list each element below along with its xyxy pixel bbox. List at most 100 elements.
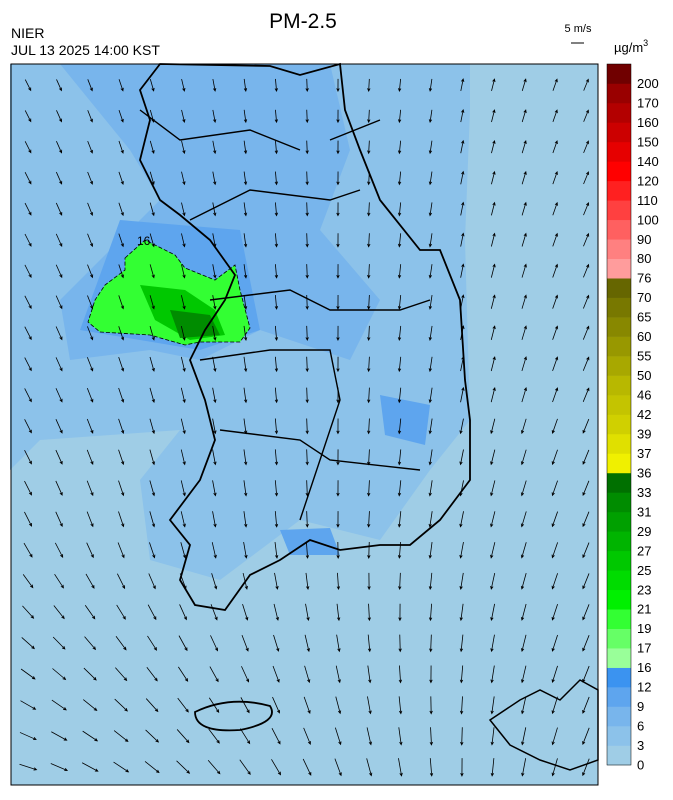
wind-arrow [460, 294, 465, 309]
wind-arrow [273, 603, 279, 621]
wind-arrow [180, 418, 186, 435]
wind-arrow [552, 325, 559, 340]
wind-arrow [460, 355, 465, 372]
wind-arrow [118, 357, 125, 372]
wind-arrow [274, 325, 279, 342]
map-frame [10, 63, 599, 786]
colorbar-segment [607, 628, 631, 649]
wind-arrow [181, 109, 186, 123]
wind-arrow [428, 109, 433, 124]
wind-arrow [180, 356, 186, 372]
colorbar-segment [607, 589, 631, 610]
wind-arrow [274, 295, 279, 310]
wind-arrow [241, 666, 250, 683]
colorbar-label: 0 [637, 758, 644, 773]
colorbar-segment [607, 375, 631, 396]
wind-arrow [459, 665, 464, 684]
wind-arrow [397, 171, 402, 186]
wind-arrow [336, 572, 341, 591]
wind-arrow [24, 419, 32, 434]
wind-arrow [490, 418, 496, 435]
wind-arrow [491, 139, 496, 154]
wind-arrow [551, 727, 558, 746]
wind-arrow [149, 109, 155, 123]
wind-arrow [176, 729, 190, 744]
wind-arrow [460, 758, 464, 777]
wind-arrow [212, 387, 217, 404]
wind-scale-label: 5 m/s [565, 23, 592, 35]
wind-arrow [367, 449, 371, 466]
wind-arrow [24, 388, 32, 403]
wind-arrow [118, 480, 125, 497]
wind-arrow [398, 696, 403, 715]
wind-arrow [397, 140, 402, 155]
wind-arrow [239, 759, 251, 775]
wind-arrow [367, 325, 371, 342]
wind-arrow [274, 511, 279, 528]
wind-arrow [304, 634, 310, 653]
wind-arrow [428, 572, 433, 591]
wind-arrow [582, 356, 590, 371]
wind-arrow [55, 449, 63, 465]
wind-arrow [212, 202, 217, 217]
wind-arrow [147, 635, 158, 651]
wind-arrow [397, 202, 402, 217]
wind-arrow [582, 387, 590, 402]
wind-arrow [552, 140, 558, 154]
wind-arrow [87, 110, 93, 123]
colorbar-label: 36 [637, 465, 651, 480]
wind-arrow [582, 542, 590, 559]
colorbar-label: 31 [637, 504, 651, 519]
wind-arrow [305, 603, 310, 622]
wind-arrow [334, 758, 342, 777]
colorbar-label: 6 [637, 719, 644, 734]
wind-arrow [243, 449, 248, 466]
wind-arrow [274, 541, 279, 559]
wind-arrow [460, 386, 465, 403]
wind-arrow [24, 172, 32, 185]
colorbar-segment [607, 141, 631, 162]
wind-arrow [243, 480, 248, 497]
wind-arrow [176, 760, 191, 774]
colorbar-segment [607, 687, 631, 707]
colorbar-label: 19 [637, 621, 651, 636]
wind-arrow [212, 356, 217, 373]
wind-arrow [149, 295, 155, 310]
colorbar-segment [607, 297, 631, 318]
wind-arrow [491, 170, 496, 185]
wind-arrow [459, 603, 464, 622]
colorbar-label: 21 [637, 602, 651, 617]
wind-arrow [274, 140, 278, 155]
wind-arrow [303, 696, 311, 715]
wind-arrow [148, 573, 156, 590]
source: NIER [11, 25, 44, 41]
wind-arrow [118, 79, 124, 92]
colorbar-label: 39 [637, 426, 651, 441]
wind-arrow [302, 758, 312, 776]
wind-arrow [336, 418, 340, 435]
wind-arrow [53, 605, 65, 620]
wind-arrow [55, 357, 63, 372]
wind-arrow [274, 449, 279, 466]
wind-arrow [397, 109, 402, 124]
wind-arrow [305, 572, 310, 591]
wind-arrow [459, 511, 464, 528]
wind-arrow [428, 480, 433, 497]
wind-arrow [240, 697, 250, 714]
colorbar-label: 37 [637, 446, 651, 461]
wind-arrow [305, 233, 309, 248]
wind-arrow [398, 572, 402, 591]
wind-arrow [56, 110, 63, 123]
wind-arrow [367, 634, 372, 653]
wind-arrow [367, 356, 371, 373]
wind-arrow [336, 264, 340, 279]
wind-arrow [305, 480, 309, 497]
wind-arrow [149, 511, 156, 528]
wind-arrow [54, 573, 64, 589]
wind-arrow [305, 78, 309, 93]
wind-arrow [212, 295, 217, 310]
wind-arrow [521, 170, 527, 185]
wind-arrow [305, 449, 309, 466]
wind-arrow [146, 666, 158, 682]
colorbar-segment [607, 609, 631, 629]
